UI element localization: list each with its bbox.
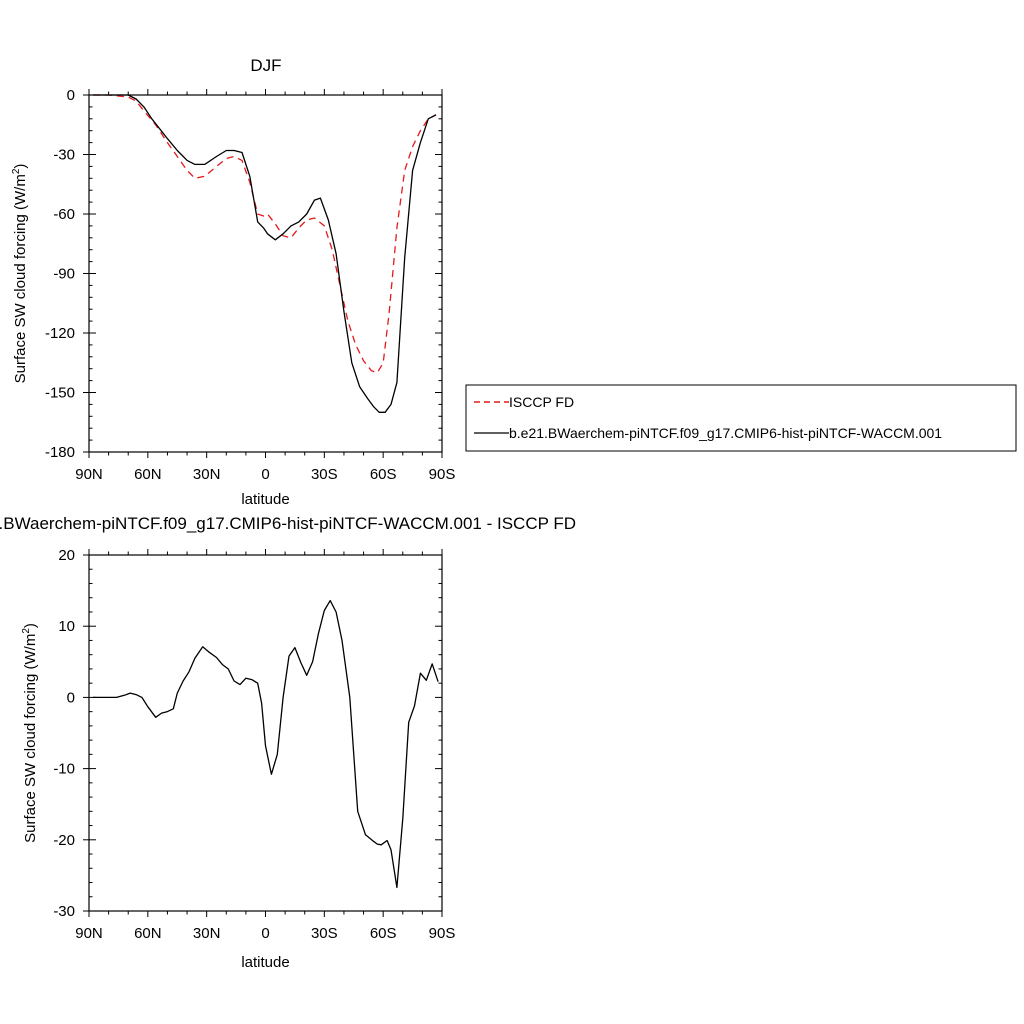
- y-tick-label: -90: [53, 266, 75, 283]
- x-tick-label: 90S: [429, 925, 456, 942]
- x-axis-label: latitude: [241, 491, 289, 508]
- y-tick-label: 0: [67, 689, 75, 706]
- chart-title: b.e21.BWaerchem-piNTCF.f09_g17.CMIP6-his…: [0, 514, 576, 533]
- x-tick-label: 30N: [193, 466, 221, 483]
- x-tick-label: 30S: [311, 466, 338, 483]
- y-tick-label: -180: [45, 444, 75, 461]
- chart-title: DJF: [250, 56, 281, 75]
- y-tick-label: -60: [53, 206, 75, 223]
- y-tick-labels: 0 -30 -60 -90 -120 -150 -180: [45, 87, 75, 461]
- x-tick-label: 60N: [134, 466, 162, 483]
- legend-box: [465, 384, 1017, 452]
- axis-ticks: [83, 89, 443, 458]
- series-line-1: [92, 94, 437, 413]
- legend: ISCCP FD b.e21.BWaerchem-piNTCF.f09_g17.…: [465, 384, 1017, 452]
- plot-frame: [88, 94, 443, 453]
- djf-panel: DJF 0 -30 -60 -90 -120 -150 -180 90N 60N 30N 0 30S…: [11, 56, 1017, 508]
- x-tick-label: 60N: [134, 925, 162, 942]
- x-tick-label: 30S: [311, 925, 338, 942]
- x-tick-labels: 90N 60N 30N 0 30S 60S 90S: [75, 466, 455, 483]
- y-axis-label-close: ): [12, 164, 29, 169]
- y-tick-label: -10: [53, 761, 75, 778]
- x-axis-label: latitude: [241, 954, 289, 971]
- y-tick-label: -120: [45, 325, 75, 342]
- x-tick-label: 0: [261, 925, 269, 942]
- y-tick-label: 10: [58, 618, 75, 635]
- legend-label-isccp: ISCCP FD: [509, 394, 574, 410]
- axis-ticks: [83, 549, 443, 917]
- x-tick-label: 60S: [370, 925, 397, 942]
- y-axis-label-superscript: 2: [11, 168, 22, 174]
- y-tick-label: -20: [53, 832, 75, 849]
- series-line-0: [92, 94, 437, 374]
- series-line-0: [92, 599, 439, 889]
- legend-label-model: b.e21.BWaerchem-piNTCF.f09_g17.CMIP6-his…: [509, 425, 942, 441]
- y-tick-label: -30: [53, 903, 75, 920]
- y-tick-label: 20: [58, 547, 75, 564]
- x-tick-label: 0: [261, 466, 269, 483]
- y-axis-label-close: ): [22, 623, 39, 628]
- difference-panel: b.e21.BWaerchem-piNTCF.f09_g17.CMIP6-his…: [0, 514, 576, 971]
- x-tick-label: 90N: [75, 925, 103, 942]
- y-axis-label-superscript: 2: [21, 628, 32, 634]
- plot-frame: [88, 554, 443, 912]
- x-tick-label: 90S: [429, 466, 456, 483]
- y-tick-label: -150: [45, 385, 75, 402]
- series-group: [92, 599, 439, 889]
- x-tick-label: 60S: [370, 466, 397, 483]
- y-tick-label: 0: [67, 87, 75, 104]
- y-axis-label-main: Surface SW cloud forcing (W/m: [22, 634, 39, 843]
- x-tick-labels: 90N 60N 30N 0 30S 60S 90S: [75, 925, 455, 942]
- x-tick-label: 90N: [75, 466, 103, 483]
- y-axis-label: Surface SW cloud forcing (W/m2): [11, 164, 29, 384]
- y-tick-label: -30: [53, 147, 75, 164]
- y-axis-label: Surface SW cloud forcing (W/m2): [21, 623, 39, 843]
- y-axis-label-main: Surface SW cloud forcing (W/m: [12, 174, 29, 383]
- y-tick-labels: 20 10 0 -10 -20 -30: [53, 547, 75, 920]
- series-group: [92, 94, 437, 413]
- x-tick-label: 30N: [193, 925, 221, 942]
